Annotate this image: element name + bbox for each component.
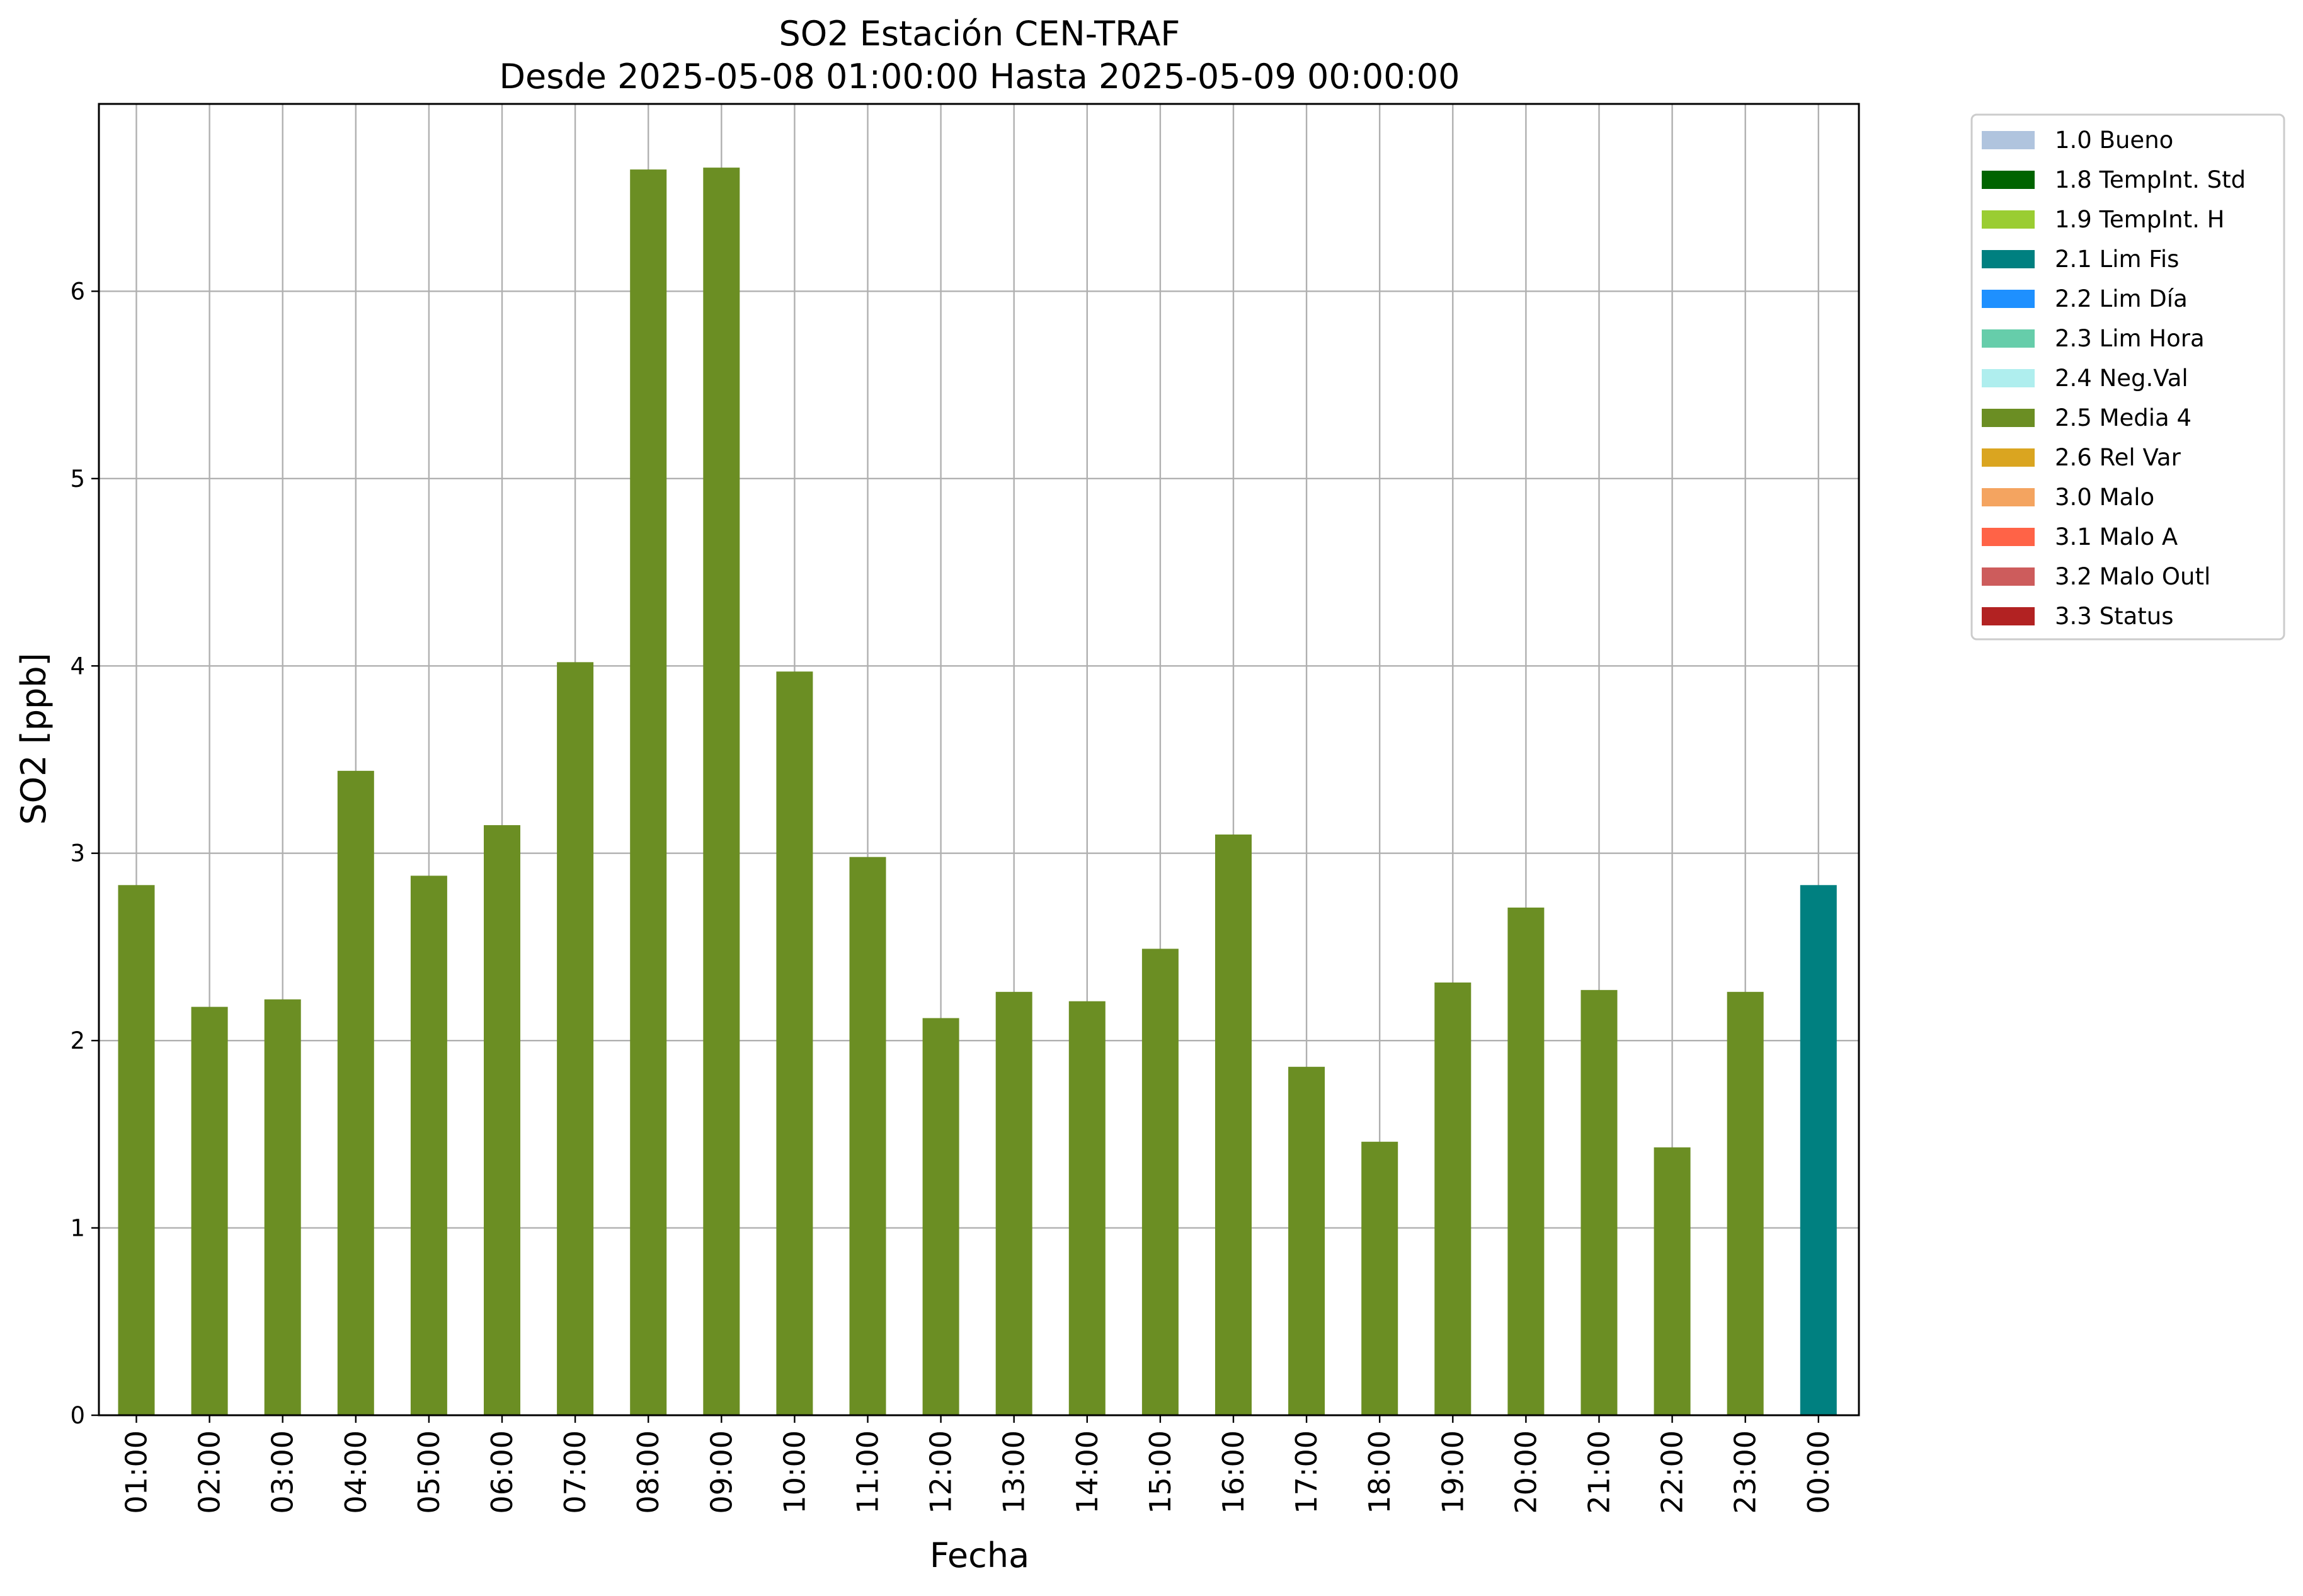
legend-frame: [1970, 113, 2285, 641]
bar-1800: [1361, 1141, 1398, 1415]
x-tick-label: 23:00: [1729, 1430, 1763, 1514]
x-tick-label: 10:00: [777, 1430, 811, 1514]
legend-label: 2.1 Lim Fis: [2055, 246, 2179, 273]
bar-1600: [1215, 834, 1252, 1415]
legend-label: 2.3 Lim Hora: [2055, 325, 2205, 352]
legend-label: 1.9 TempInt. H: [2055, 206, 2224, 233]
x-tick-label: 08:00: [631, 1430, 665, 1514]
legend-swatch: [1982, 329, 2035, 348]
bar-0600: [484, 825, 520, 1415]
y-axis-label: SO2 [ppb]: [14, 653, 54, 824]
legend-swatch: [1982, 131, 2035, 149]
bar-1400: [1068, 1001, 1106, 1415]
chart-subtitle: Desde 2025-05-08 01:00:00 Hasta 2025-05-…: [499, 57, 1460, 96]
y-tick-label: 5: [70, 465, 85, 493]
x-tick-label: 16:00: [1216, 1430, 1250, 1514]
x-tick-label: 20:00: [1509, 1430, 1543, 1514]
legend-label: 1.0 Bueno: [2055, 127, 2173, 154]
x-tick-label: 19:00: [1436, 1430, 1470, 1514]
legend-label: 2.2 Lim Día: [2055, 285, 2188, 312]
bar-1000: [776, 671, 813, 1415]
legend-label: 3.2 Malo Outl: [2055, 563, 2210, 590]
legend-swatch: [1982, 448, 2035, 467]
x-tick-label: 07:00: [558, 1430, 592, 1514]
legend-swatch: [1982, 607, 2035, 625]
bar-0900: [703, 168, 740, 1415]
y-tick-label: 0: [70, 1402, 85, 1429]
x-tick-label: 22:00: [1655, 1430, 1689, 1514]
legend-swatch: [1982, 488, 2035, 506]
x-tick-label: 01:00: [120, 1430, 154, 1514]
y-tick-label: 3: [70, 840, 85, 867]
bar-2300: [1727, 991, 1764, 1415]
bar-2100: [1580, 989, 1618, 1415]
legend-swatch: [1982, 528, 2035, 546]
plot-area-frame: [98, 103, 1860, 1416]
legend-label: 3.0 Malo: [2055, 484, 2154, 511]
legend-label: 2.4 Neg.Val: [2055, 365, 2188, 392]
x-tick-label: 09:00: [704, 1430, 738, 1514]
x-tick-label: 17:00: [1289, 1430, 1323, 1514]
bar-0700: [557, 662, 594, 1415]
legend-swatch: [1982, 210, 2035, 229]
bars: [118, 168, 1837, 1416]
x-tick-label: 18:00: [1363, 1430, 1397, 1514]
x-tick-label: 12:00: [924, 1430, 958, 1514]
x-tick-label: 21:00: [1582, 1430, 1616, 1514]
bar-0500: [410, 875, 447, 1415]
legend-swatch: [1982, 567, 2035, 586]
bar-0400: [337, 770, 374, 1415]
y-tick-label: 6: [70, 278, 85, 305]
legend-label: 3.3 Status: [2055, 603, 2174, 630]
legend-swatch: [1982, 290, 2035, 308]
chart-title: SO2 Estación CEN-TRAF: [779, 14, 1180, 54]
x-tick-label: 05:00: [412, 1430, 446, 1514]
bar-0200: [191, 1006, 228, 1415]
bar-0300: [264, 999, 301, 1415]
bar-0800: [630, 169, 667, 1416]
x-tick-label: 04:00: [339, 1430, 373, 1514]
bar-1700: [1288, 1066, 1325, 1415]
bar-0000: [1800, 885, 1837, 1415]
x-tick-label: 02:00: [193, 1430, 227, 1514]
x-tick-label: 11:00: [851, 1430, 885, 1514]
legend-swatch: [1982, 369, 2035, 387]
bar-1500: [1141, 949, 1179, 1415]
bar-0100: [118, 885, 155, 1415]
x-tick-label: 06:00: [485, 1430, 519, 1514]
bar-1900: [1434, 982, 1472, 1415]
bar-1200: [922, 1018, 959, 1415]
bar-1300: [995, 991, 1032, 1415]
legend-items: 1.0 Bueno 1.8 TempInt. Std 1.9 TempInt. H 2…: [1982, 127, 2246, 630]
legend-swatch: [1982, 409, 2035, 427]
legend-swatch: [1982, 171, 2035, 189]
legend-label: 2.5 Media 4: [2055, 404, 2192, 431]
x-axis-label: Fecha: [930, 1536, 1029, 1575]
bar-2000: [1507, 907, 1545, 1415]
x-tick-label: 15:00: [1143, 1430, 1177, 1514]
legend-label: 3.1 Malo A: [2055, 523, 2178, 550]
legend: 1.0 Bueno 1.8 TempInt. Std 1.9 TempInt. H 2…: [1970, 113, 2285, 641]
bar-1100: [849, 857, 886, 1415]
x-tick-label: 14:00: [1070, 1430, 1104, 1514]
y-tick-label: 2: [70, 1027, 85, 1054]
y-tick-label: 1: [70, 1215, 85, 1242]
x-tick-label: 03:00: [266, 1430, 300, 1514]
y-tick-label: 4: [70, 653, 85, 680]
x-tick-label: 00:00: [1802, 1430, 1836, 1514]
legend-swatch: [1982, 250, 2035, 268]
axes: 0 1 2 3 4 5 6 01:00 02:00 03:00 04:00 05:00 06:00 07:…: [70, 278, 1835, 1513]
x-tick-label: 13:00: [997, 1430, 1031, 1514]
bar-2200: [1654, 1147, 1691, 1415]
legend-label: 2.6 Rel Var: [2055, 444, 2181, 471]
legend-label: 1.8 TempInt. Std: [2055, 166, 2246, 193]
